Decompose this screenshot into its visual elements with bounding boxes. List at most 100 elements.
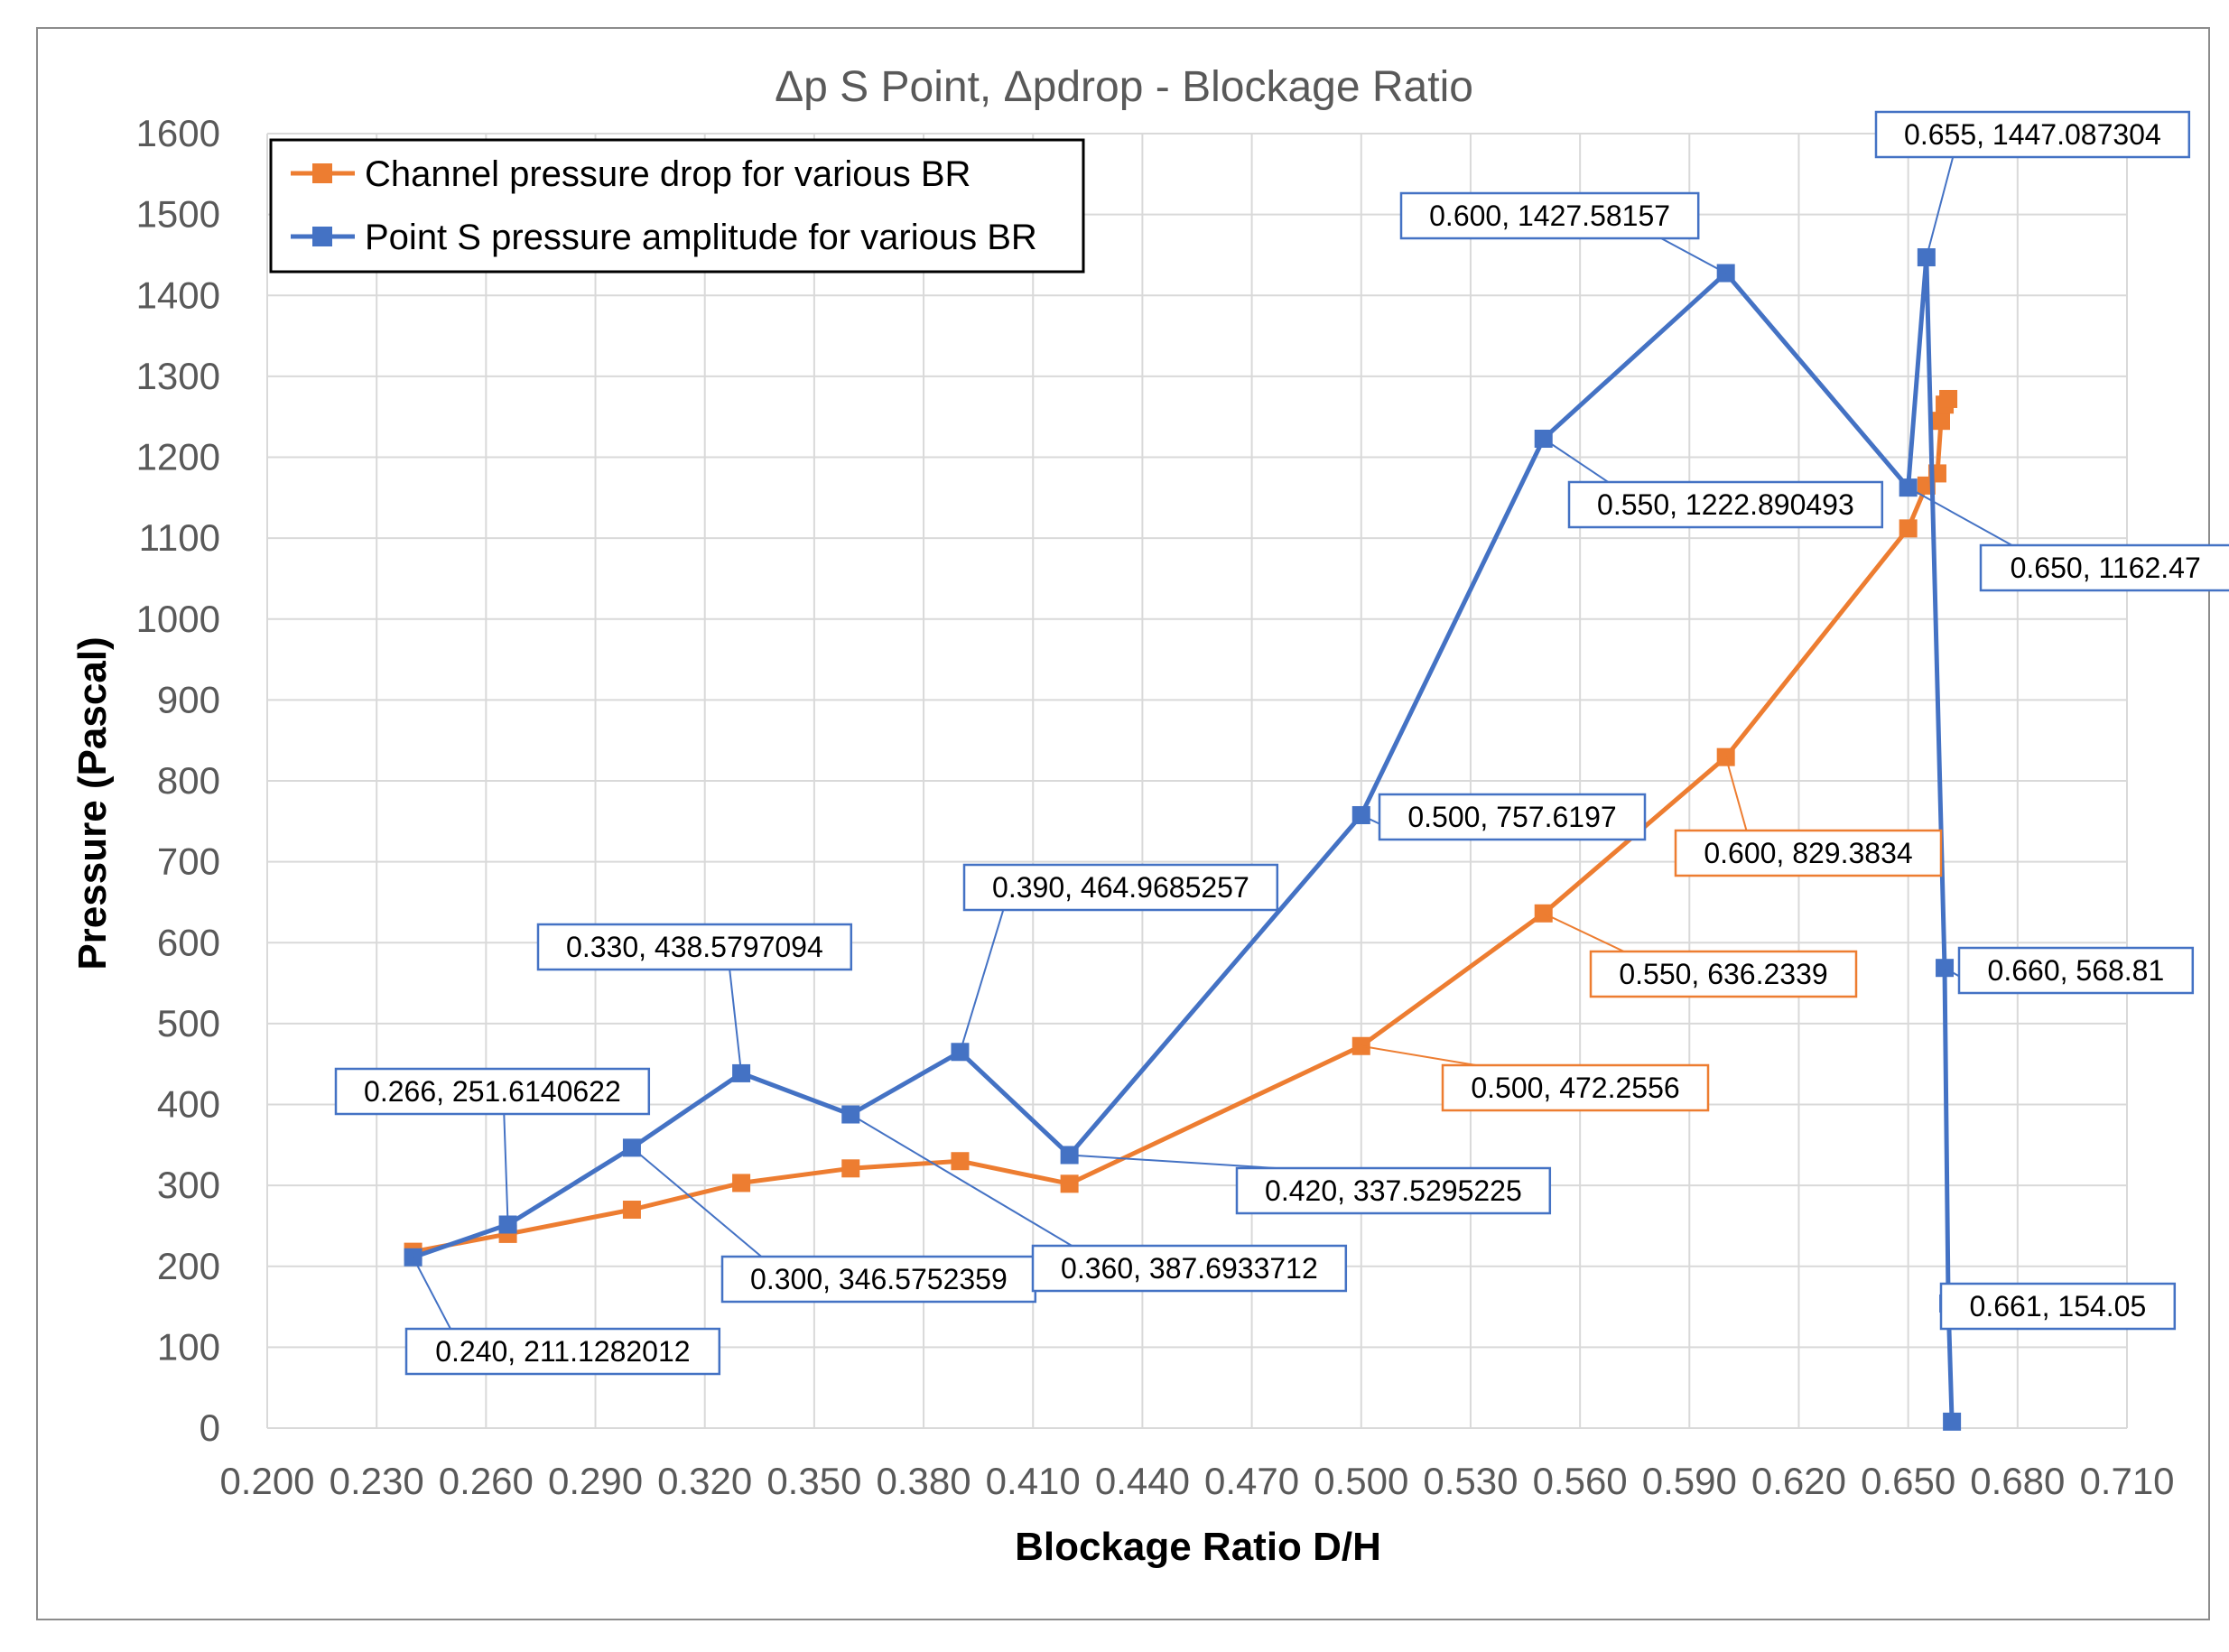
data-point-0	[1932, 412, 1950, 431]
data-label: 0.650, 1162.47	[2011, 552, 2201, 584]
callout-box	[1441, 1063, 1710, 1112]
data-label: 0.550, 636.2339	[1619, 958, 1827, 990]
callout-box	[1235, 1166, 1552, 1215]
x-tick-label: 0.560	[1533, 1460, 1628, 1502]
callout-box	[1939, 1282, 2177, 1331]
y-tick-label: 400	[157, 1083, 220, 1126]
y-tick-label: 200	[157, 1245, 220, 1287]
callout-box	[1674, 829, 1943, 877]
callout-leader	[412, 1257, 504, 1330]
x-tick-label: 0.590	[1642, 1460, 1737, 1502]
legend-marker-blue	[312, 227, 332, 246]
x-tick-label: 0.440	[1095, 1460, 1190, 1502]
x-tick-label: 0.320	[657, 1460, 752, 1502]
chart-frame	[36, 27, 2210, 1620]
x-tick-label: 0.650	[1861, 1460, 1955, 1502]
data-label: 0.390, 464.9685257	[992, 871, 1249, 904]
callout-box	[1874, 110, 2191, 159]
legend-label-orange: Channel pressure drop for various BR	[365, 154, 971, 194]
callout-box	[1031, 1244, 1348, 1293]
data-label: 0.300, 346.5752359	[750, 1263, 1008, 1295]
y-tick-label: 1600	[136, 112, 220, 154]
x-tick-label: 0.530	[1423, 1460, 1518, 1502]
legend-label-blue: Point S pressure amplitude for various B…	[365, 218, 1037, 257]
legend-box	[269, 138, 1085, 274]
callout-leader	[1925, 156, 1991, 258]
y-tick-label: 900	[157, 678, 220, 720]
y-tick-label: 300	[157, 1164, 220, 1206]
data-label: 0.420, 337.5295225	[1265, 1174, 1522, 1207]
data-label: 0.330, 438.5797094	[566, 931, 823, 963]
callout-box	[404, 1327, 721, 1376]
x-axis-label: Blockage Ratio D/H	[1015, 1525, 1381, 1569]
legend-marker-orange	[312, 163, 332, 183]
series-line-0	[413, 397, 1951, 1255]
callout-leader	[959, 909, 1058, 1053]
y-tick-label: 1000	[136, 598, 220, 640]
y-tick-label: 1100	[139, 516, 220, 559]
x-tick-label: 0.260	[439, 1460, 534, 1502]
y-tick-label: 800	[157, 759, 220, 802]
callout-box	[1979, 543, 2229, 592]
data-label: 0.500, 472.2556	[1471, 1072, 1679, 1104]
callout-leader	[713, 969, 743, 1074]
data-label: 0.240, 211.1282012	[435, 1335, 690, 1368]
callout-box	[1589, 950, 1858, 998]
y-tick-label: 1300	[136, 355, 220, 397]
x-tick-label: 0.380	[877, 1460, 971, 1502]
callout-box	[536, 923, 853, 971]
x-axis-ticks: 0.200 0.230 0.260 0.290 0.320 0.350 0.380 0.410…	[219, 1460, 2174, 1502]
data-label: 0.600, 829.3834	[1704, 837, 1912, 869]
data-label: 0.660, 568.81	[1988, 954, 2165, 987]
callout-box	[1378, 793, 1647, 841]
data-label: 0.266, 251.6140622	[364, 1075, 621, 1108]
data-point-0	[622, 1201, 641, 1220]
data-point-0	[1899, 519, 1918, 538]
x-tick-label: 0.500	[1314, 1460, 1408, 1502]
y-tick-label: 1500	[136, 193, 220, 236]
data-point-0	[841, 1159, 860, 1178]
data-label: 0.655, 1447.087304	[1904, 118, 2161, 151]
callout-box	[962, 863, 1279, 912]
callout-box	[720, 1255, 1037, 1304]
data-label: 0.360, 387.6933712	[1061, 1252, 1318, 1285]
data-label: 0.600, 1427.58157	[1429, 200, 1670, 232]
callout-leader	[1361, 1044, 1523, 1066]
data-point-0	[732, 1174, 751, 1193]
x-tick-label: 0.410	[986, 1460, 1081, 1502]
x-tick-label: 0.200	[219, 1460, 314, 1502]
x-tick-label: 0.230	[330, 1460, 424, 1502]
legend: Channel pressure drop for various BR Poi…	[269, 138, 1085, 274]
data-point-0	[1060, 1174, 1079, 1193]
y-tick-label: 100	[157, 1325, 220, 1368]
y-tick-label: 600	[157, 921, 220, 963]
data-point-0	[951, 1152, 970, 1171]
data-label: 0.661, 154.05	[1970, 1290, 2147, 1323]
callout-box	[1567, 480, 1884, 529]
x-tick-label: 0.620	[1751, 1460, 1846, 1502]
data-label: 0.500, 757.6197	[1407, 801, 1616, 833]
x-tick-label: 0.710	[2079, 1460, 2174, 1502]
callout-leader	[1609, 237, 1727, 274]
series-layer	[404, 248, 1962, 1431]
y-tick-label: 700	[157, 840, 220, 883]
x-tick-label: 0.350	[766, 1460, 861, 1502]
callout-leader	[1543, 912, 1671, 952]
data-point-0	[1939, 389, 1958, 408]
y-tick-label: 1400	[136, 274, 220, 316]
data-label: 0.550, 1222.890493	[1597, 488, 1854, 521]
chart-title: Δp S Point, Δpdrop - Blockage Ratio	[775, 63, 1473, 111]
x-tick-label: 0.680	[1970, 1460, 2065, 1502]
callout-leader	[1543, 438, 1663, 483]
callout-box	[1399, 191, 1700, 240]
y-axis-ticks: 0 100 200 300 400 500 600 700 800 900 1000 1100 1200…	[136, 112, 220, 1449]
grid-lines	[266, 133, 2128, 1429]
data-point-1	[1943, 1412, 1962, 1431]
y-tick-label: 1200	[136, 436, 220, 478]
callout-box	[1957, 946, 2195, 995]
y-tick-label: 0	[200, 1406, 220, 1449]
x-tick-label: 0.290	[548, 1460, 643, 1502]
callout-leader	[1724, 756, 1776, 831]
callout-leader	[498, 1113, 509, 1225]
